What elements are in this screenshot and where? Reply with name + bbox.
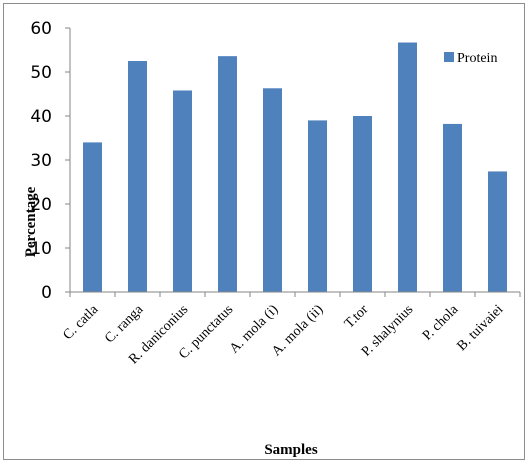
y-tick-label: 20 xyxy=(30,195,52,215)
y-tick-label: 10 xyxy=(30,239,52,259)
y-axis-ticks: 0 10 20 30 40 50 60 xyxy=(30,19,70,303)
bar xyxy=(263,88,282,292)
bar xyxy=(488,171,507,292)
bar xyxy=(128,61,147,292)
bar xyxy=(398,42,417,292)
bar xyxy=(308,120,327,293)
legend: Protein xyxy=(444,51,497,66)
x-tick-label: C. catla xyxy=(60,302,101,343)
bar xyxy=(83,142,102,292)
axes xyxy=(69,28,520,293)
legend-label: Protein xyxy=(457,51,497,66)
y-axis-title: Percentage xyxy=(23,186,39,257)
x-axis-title: Samples xyxy=(264,442,318,458)
bar xyxy=(218,56,237,292)
y-tick-label: 30 xyxy=(30,151,52,171)
x-tick-label: B. tuivaiei xyxy=(454,302,506,354)
bars xyxy=(83,42,507,293)
bar xyxy=(443,123,462,292)
y-tick-label: 60 xyxy=(30,19,52,39)
y-tick-label: 0 xyxy=(41,283,52,303)
x-tick-label: C. ranga xyxy=(102,302,147,347)
legend-swatch xyxy=(444,52,454,62)
y-tick-label: 40 xyxy=(30,107,52,127)
x-tick-label: T.tor xyxy=(342,302,372,332)
y-tick-label: 50 xyxy=(30,63,52,83)
bar xyxy=(173,90,192,292)
bar xyxy=(353,116,372,292)
x-tick-label: P. chola xyxy=(420,302,462,344)
